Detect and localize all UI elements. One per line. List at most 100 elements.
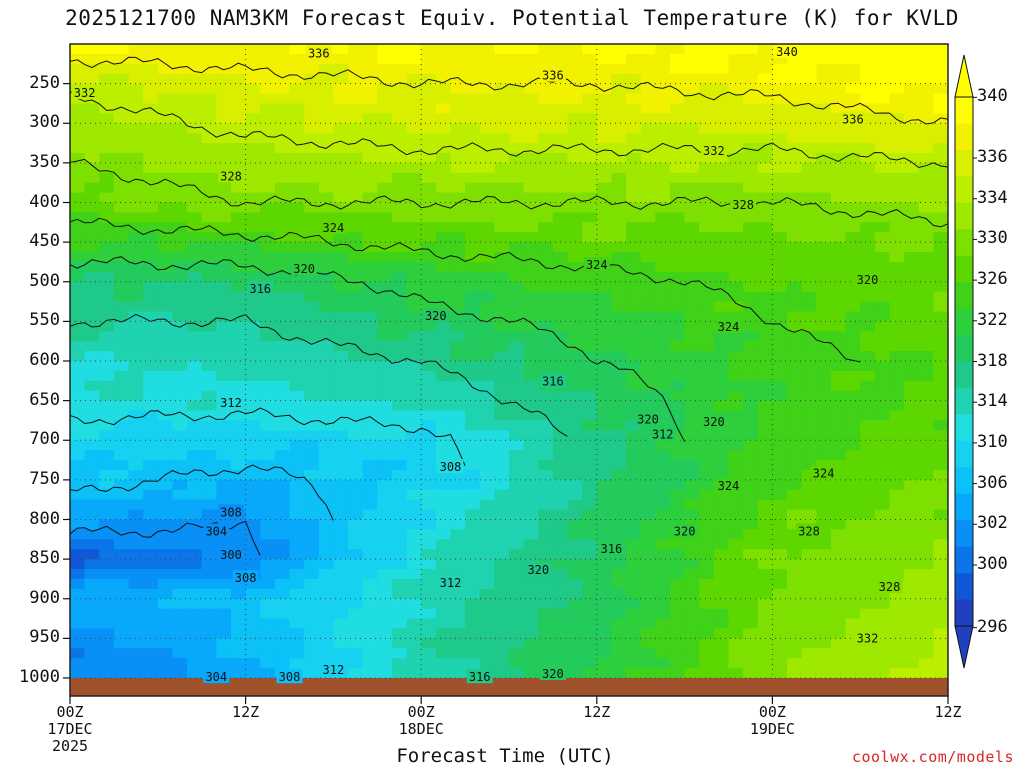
field-cell — [406, 380, 422, 392]
field-cell — [874, 73, 891, 85]
field-cell — [699, 242, 715, 253]
field-cell — [245, 321, 261, 332]
field-cell — [889, 380, 905, 392]
field-cell — [640, 420, 656, 431]
field-cell — [84, 53, 100, 65]
field-cell — [494, 202, 510, 214]
field-cell — [918, 608, 934, 620]
field-cell — [684, 162, 700, 174]
field-cell — [318, 212, 334, 223]
field-cell — [684, 559, 700, 570]
field-cell — [406, 341, 422, 352]
field-cell — [552, 291, 569, 303]
field-cell — [230, 281, 247, 293]
field-cell — [230, 578, 247, 590]
field-cell — [728, 261, 744, 273]
field-cell — [391, 370, 408, 382]
field-cell — [699, 460, 715, 471]
contour-label-bg — [598, 540, 625, 555]
field-cell — [918, 618, 934, 630]
field-cell — [860, 123, 876, 134]
field-cell — [216, 370, 232, 382]
field-cell — [187, 162, 203, 174]
field-cell — [333, 509, 349, 521]
field-cell — [421, 460, 437, 471]
field-cell — [143, 440, 159, 451]
field-cell — [904, 123, 920, 134]
field-cell — [304, 162, 320, 174]
field-cell — [201, 400, 217, 412]
colorbar-tick-label: 336 — [977, 147, 1008, 168]
field-cell — [143, 648, 159, 659]
field-cell — [918, 83, 934, 95]
field-cell — [348, 202, 364, 214]
field-cell — [479, 311, 495, 322]
field-cell — [801, 489, 817, 501]
field-cell — [128, 182, 144, 194]
field-cell — [552, 598, 569, 610]
field-cell — [157, 370, 174, 382]
field-cell — [626, 529, 642, 540]
field-cell — [772, 73, 788, 85]
field-cell — [274, 430, 291, 441]
field-cell — [757, 123, 773, 134]
field-cell — [230, 529, 247, 540]
field-cell — [274, 73, 291, 85]
field-cell — [143, 73, 159, 85]
field-cell — [377, 162, 393, 174]
field-cell — [230, 410, 247, 422]
field-cell — [128, 648, 144, 659]
field-cell — [669, 658, 686, 669]
field-cell — [626, 618, 642, 630]
field-cell — [172, 44, 188, 55]
field-cell — [465, 539, 481, 550]
field-cell — [494, 549, 510, 560]
field-cell — [230, 291, 247, 303]
field-cell — [743, 529, 759, 540]
field-cell — [816, 63, 832, 75]
field-cell — [245, 410, 261, 422]
field-cell — [743, 361, 759, 372]
field-cell — [626, 212, 642, 223]
field-cell — [728, 281, 744, 293]
field-cell — [406, 430, 422, 441]
field-cell — [421, 430, 437, 441]
field-cell — [172, 618, 188, 630]
field-cell — [816, 252, 832, 263]
field-cell — [99, 430, 115, 441]
field-cell — [304, 489, 320, 501]
field-cell — [816, 390, 832, 402]
y-tick-label: 800 — [29, 508, 60, 529]
field-cell — [99, 232, 115, 243]
field-cell — [523, 301, 539, 313]
field-cell — [216, 143, 232, 154]
field-cell — [509, 430, 525, 441]
field-cell — [772, 133, 788, 144]
field-cell — [84, 182, 100, 194]
field-cell — [743, 410, 759, 422]
field-cell — [801, 648, 817, 659]
field-cell — [391, 361, 408, 372]
field-cell — [274, 578, 291, 590]
field-cell — [348, 331, 364, 342]
y-tick-label: 750 — [29, 468, 60, 489]
field-cell — [494, 53, 510, 65]
field-cell — [377, 499, 393, 511]
field-cell — [538, 509, 554, 521]
field-cell — [465, 212, 481, 223]
field-cell — [582, 113, 598, 124]
field-cell — [904, 202, 920, 214]
field-cell — [596, 192, 613, 204]
field-cell — [99, 252, 115, 263]
field-cell — [450, 73, 466, 85]
field-cell — [143, 658, 159, 669]
field-cell — [889, 361, 905, 372]
field-cell — [70, 430, 86, 441]
field-cell — [435, 341, 452, 352]
credit-link[interactable]: coolwx.com/models — [851, 748, 1014, 766]
field-cell — [333, 648, 349, 659]
field-cell — [318, 271, 334, 283]
field-cell — [772, 489, 788, 501]
field-cell — [230, 341, 247, 352]
field-cell — [113, 638, 130, 649]
